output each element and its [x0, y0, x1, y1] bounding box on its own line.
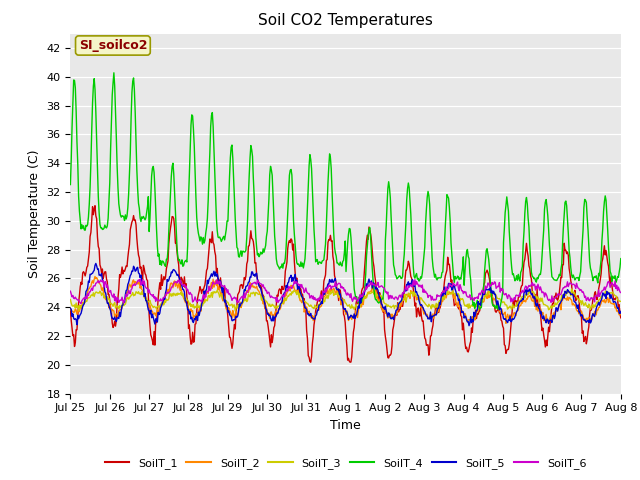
X-axis label: Time: Time [330, 419, 361, 432]
SoilT_5 [567, 291, 575, 297]
SoilT_1 [567, 278, 575, 284]
Line: SoilT_4: SoilT_4 [70, 73, 621, 309]
SoilT_1 [617, 315, 625, 321]
SoilT_2 [91, 274, 99, 279]
SoilT_4 [157, 258, 164, 264]
SoilT_1 [532, 293, 540, 299]
SoilT_6 [77, 300, 85, 306]
SoilT_6 [617, 289, 625, 295]
SoilT_4 [214, 234, 222, 240]
SoilT_5 [157, 305, 164, 311]
SoilT_2 [67, 306, 74, 312]
SoilT_4 [110, 70, 118, 76]
SoilT_3 [566, 290, 574, 296]
SoilT_3 [232, 308, 239, 314]
SoilT_2 [545, 321, 552, 326]
Line: SoilT_6: SoilT_6 [70, 279, 621, 303]
SoilT_3 [247, 290, 255, 296]
SoilT_4 [617, 256, 625, 262]
SoilT_6 [532, 287, 540, 293]
SoilT_3 [67, 297, 74, 302]
SoilT_1 [157, 287, 164, 292]
Line: SoilT_3: SoilT_3 [70, 289, 621, 311]
SoilT_1 [247, 228, 255, 234]
SoilT_2 [617, 312, 625, 318]
SoilT_5 [82, 288, 90, 294]
SoilT_4 [247, 143, 255, 148]
SoilT_3 [156, 303, 164, 309]
SoilT_1 [214, 278, 222, 284]
SoilT_1 [67, 306, 74, 312]
SoilT_6 [248, 281, 255, 287]
SoilT_1 [307, 360, 315, 365]
Title: Soil CO2 Temperatures: Soil CO2 Temperatures [258, 13, 433, 28]
SoilT_1 [82, 269, 90, 275]
SoilT_3 [568, 286, 575, 292]
SoilT_2 [531, 303, 538, 309]
Line: SoilT_5: SoilT_5 [70, 264, 621, 326]
SoilT_5 [465, 323, 473, 329]
Y-axis label: Soil Temperature (C): Soil Temperature (C) [28, 149, 41, 278]
Line: SoilT_1: SoilT_1 [70, 206, 621, 362]
SoilT_5 [247, 275, 255, 280]
SoilT_1 [91, 203, 99, 209]
SoilT_2 [157, 301, 164, 307]
SoilT_2 [214, 287, 222, 293]
SoilT_5 [67, 306, 74, 312]
SoilT_6 [136, 276, 144, 282]
SoilT_6 [567, 281, 575, 287]
SoilT_6 [215, 281, 223, 287]
Text: SI_soilco2: SI_soilco2 [79, 39, 147, 52]
SoilT_4 [494, 306, 502, 312]
SoilT_3 [82, 299, 90, 304]
SoilT_2 [567, 297, 575, 302]
SoilT_6 [83, 296, 91, 301]
SoilT_3 [617, 299, 625, 304]
Legend: SoilT_1, SoilT_2, SoilT_3, SoilT_4, SoilT_5, SoilT_6: SoilT_1, SoilT_2, SoilT_3, SoilT_4, Soil… [100, 453, 591, 473]
SoilT_4 [67, 182, 74, 188]
SoilT_6 [157, 298, 165, 303]
SoilT_5 [532, 301, 540, 307]
SoilT_5 [92, 261, 100, 266]
SoilT_4 [82, 222, 90, 228]
SoilT_5 [214, 276, 222, 281]
Line: SoilT_2: SoilT_2 [70, 276, 621, 324]
SoilT_4 [532, 278, 540, 284]
SoilT_2 [247, 283, 255, 289]
SoilT_3 [531, 292, 538, 298]
SoilT_6 [67, 288, 74, 294]
SoilT_4 [567, 264, 575, 270]
SoilT_5 [617, 309, 625, 314]
SoilT_2 [82, 295, 90, 301]
SoilT_3 [213, 288, 221, 293]
